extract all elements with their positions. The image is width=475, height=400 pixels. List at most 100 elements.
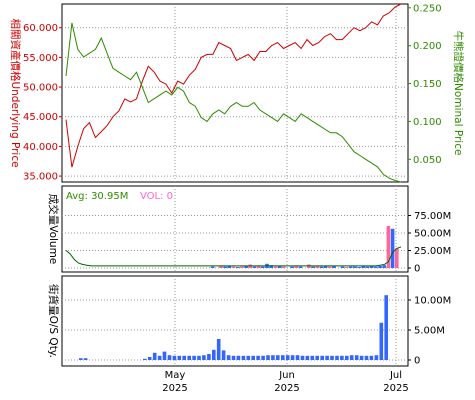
volume-bar (252, 266, 257, 268)
volume-bar (294, 265, 299, 268)
os-qty-bar (231, 355, 236, 360)
os-qty-bar (251, 355, 255, 360)
volume-axis-title: 成交量Volume (47, 194, 60, 265)
os-qty-bars (79, 295, 388, 360)
nominal-axis-title: 牛熊證價格Nominal Price (452, 31, 465, 156)
os-qty-ticks: 0 5.00M 10.00M (408, 296, 451, 367)
x-label-jul: Jul (389, 370, 402, 381)
volume-bar (361, 265, 366, 268)
os-qty-axis-title: 街貨量O/S Qty. (47, 284, 60, 358)
os-qty-bar (236, 355, 241, 360)
volume-bar (369, 265, 374, 268)
os-qty-panel: 0 5.00M 10.00M 街貨量O/S Qty. (47, 275, 451, 367)
x-axis: May 2025 Jun 2025 Jul 2025 (162, 370, 408, 394)
os-qty-tick-label-0: 0 (414, 356, 420, 367)
price-panel: 35.000 40.000 45.000 50.000 55.000 60.000 0.0… (9, 3, 465, 182)
left-tick-label-0: 35.000 (23, 172, 58, 183)
os-qty-bar (285, 355, 290, 360)
volume-bar (256, 265, 261, 268)
volume-bar (235, 267, 240, 268)
volume-bar (332, 265, 336, 268)
volume-bar (357, 267, 361, 268)
os-qty-bar (256, 355, 260, 360)
volume-bar (328, 266, 332, 268)
x-label-may: May (165, 370, 186, 381)
volume-tick-label-3: 75.00M (414, 211, 451, 222)
os-qty-bar (330, 355, 334, 360)
os-qty-bar (276, 355, 280, 360)
os-qty-bar (143, 358, 147, 360)
left-tick-label-2: 45.000 (23, 112, 58, 123)
os-qty-bar (182, 355, 186, 360)
os-qty-bar (187, 355, 191, 360)
price-left-ticks: 35.000 40.000 45.000 50.000 55.000 60.000 (23, 23, 62, 183)
volume-bar (269, 265, 273, 268)
os-qty-bar (369, 355, 374, 360)
volume-bar (374, 266, 378, 268)
left-tick-label-3: 50.000 (23, 83, 58, 94)
volume-bar (395, 248, 399, 268)
os-qty-bar (374, 355, 379, 360)
volume-plot-area (61, 185, 409, 273)
os-qty-bar (212, 349, 216, 360)
os-qty-plot-area (61, 275, 409, 367)
price-right-ticks: 0.050 0.100 0.150 0.200 0.250 (408, 3, 442, 166)
volume-bar (261, 266, 265, 268)
volume-tick-label-2: 50.00M (414, 229, 451, 240)
volume-bar (223, 266, 227, 268)
os-qty-bar (162, 351, 167, 360)
volume-tick-label-0: 0 (414, 264, 420, 275)
volume-bar (240, 266, 244, 268)
os-qty-bar (345, 355, 349, 360)
os-qty-bar (300, 355, 305, 360)
os-qty-bar (305, 355, 310, 360)
left-tick-label-5: 60.000 (23, 23, 58, 34)
volume-bars (210, 226, 399, 268)
os-qty-bar (335, 355, 339, 360)
os-qty-bar (221, 350, 226, 360)
os-qty-bar (207, 354, 211, 360)
os-qty-bar (202, 355, 206, 360)
os-qty-bar (216, 339, 221, 360)
right-tick-label-3: 0.200 (413, 41, 442, 52)
os-qty-bar (325, 355, 329, 360)
os-qty-bar (157, 355, 162, 360)
volume-current-label: VOL: 0 (140, 191, 173, 202)
x-label-jun-year: 2025 (274, 383, 299, 394)
volume-bar (319, 266, 324, 268)
volume-bar (365, 266, 370, 268)
os-qty-bar (226, 355, 231, 360)
os-qty-bar (359, 355, 364, 360)
volume-bar (344, 267, 349, 268)
os-qty-bar (295, 355, 300, 360)
os-qty-bar (354, 355, 359, 360)
volume-bar (231, 266, 236, 268)
os-qty-bar (167, 355, 172, 360)
left-tick-label-1: 40.000 (23, 142, 58, 153)
os-qty-bar (320, 355, 324, 360)
os-qty-bar (152, 352, 157, 360)
right-tick-label-1: 0.100 (413, 117, 442, 128)
os-qty-bar (315, 355, 319, 360)
volume-bar (273, 266, 278, 268)
x-label-may-year: 2025 (162, 383, 187, 394)
right-tick-label-0: 0.050 (413, 155, 442, 166)
volume-bar (277, 265, 282, 268)
volume-bar (353, 266, 357, 268)
os-qty-bar (83, 358, 88, 360)
price-lines (65, 3, 402, 183)
nominal-price-line (65, 22, 402, 183)
volume-average-line (65, 246, 402, 267)
volume-bar (378, 265, 382, 268)
volume-bar (390, 228, 395, 268)
os-qty-tick-label-2: 10.00M (414, 296, 451, 307)
x-label-jul-year: 2025 (383, 383, 408, 394)
right-tick-label-2: 0.150 (413, 79, 442, 90)
price-plot-area (61, 3, 409, 183)
os-qty-bar (79, 358, 83, 360)
volume-bar (210, 266, 215, 268)
os-qty-bar (241, 355, 246, 360)
volume-bar (323, 265, 328, 268)
volume-ticks: 0 25.00M 50.00M 75.00M (408, 211, 451, 275)
